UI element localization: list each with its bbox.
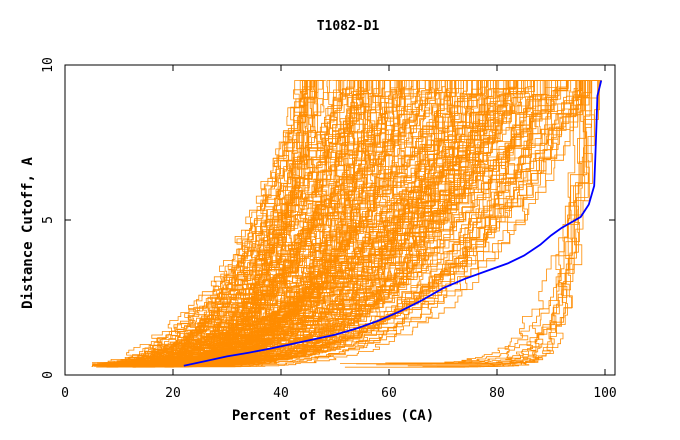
x-tick-label: 40: [273, 386, 289, 401]
model-curve: [417, 80, 579, 365]
model-curve: [122, 80, 439, 365]
model-curve: [183, 80, 464, 367]
x-tick-label: 80: [489, 386, 505, 401]
model-curve: [92, 80, 557, 366]
model-curve: [110, 80, 531, 366]
y-tick-label: 5: [41, 216, 56, 224]
model-curve: [92, 80, 413, 364]
y-tick-label: 10: [41, 57, 56, 73]
x-tick-label: 60: [381, 386, 397, 401]
model-curve: [185, 80, 585, 368]
model-curve: [175, 80, 406, 363]
model-curve: [133, 80, 311, 368]
highlight-line-group: [183, 80, 603, 367]
model-curve: [171, 80, 598, 366]
model-curve: [97, 80, 433, 367]
x-axis-ticks: 0 20 40 60 80 100: [61, 65, 617, 401]
model-curve: [183, 80, 316, 366]
model-curve: [176, 80, 561, 367]
model-curve: [105, 80, 351, 366]
x-tick-label: 20: [165, 386, 181, 401]
background-lines: [91, 80, 602, 368]
x-tick-label: 100: [593, 386, 616, 401]
x-tick-label: 0: [61, 386, 69, 401]
model-curve: [128, 80, 500, 365]
y-axis-ticks: 0 5 10: [41, 57, 615, 379]
model-curve: [422, 80, 599, 367]
y-tick-label: 0: [41, 371, 56, 379]
model-curve: [132, 80, 414, 366]
model-curve: [109, 80, 379, 365]
model-curve: [437, 80, 586, 367]
model-curve: [112, 80, 523, 364]
model-curve: [153, 80, 356, 366]
model-curve: [98, 80, 346, 366]
highlight-curve: [183, 80, 603, 367]
model-curve: [133, 80, 491, 364]
model-curve: [182, 80, 319, 364]
x-axis-label: Percent of Residues (CA): [232, 408, 434, 424]
model-curve: [385, 80, 597, 364]
model-curve: [97, 80, 412, 364]
y-axis-label: Distance Cutoff, A: [20, 157, 36, 309]
chart-title: T1082-D1: [317, 19, 380, 34]
model-curve: [92, 80, 570, 365]
model-curve: [125, 80, 446, 365]
